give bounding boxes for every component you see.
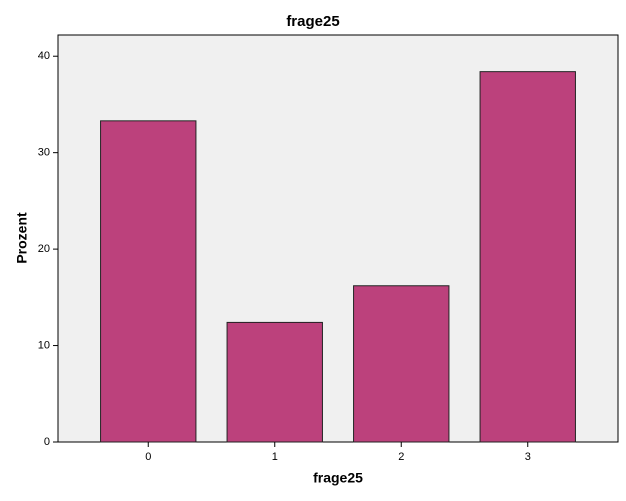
- chart-title: frage25: [286, 13, 339, 30]
- y-tick-label: 30: [38, 147, 50, 159]
- y-tick-label: 10: [38, 339, 50, 351]
- x-tick-label: 2: [398, 451, 404, 463]
- bar: [100, 120, 197, 443]
- bar: [353, 285, 450, 443]
- x-axis-title: frage25: [313, 470, 363, 486]
- x-tick-label: 1: [272, 451, 278, 463]
- bar: [479, 71, 576, 443]
- y-axis-title: Prozent: [14, 212, 30, 264]
- y-tick-label: 0: [44, 436, 50, 448]
- y-tick-label: 20: [38, 243, 50, 255]
- x-tick-label: 3: [525, 451, 531, 463]
- bar: [226, 321, 323, 443]
- y-tick-label: 40: [38, 50, 50, 62]
- x-tick-label: 0: [145, 451, 151, 463]
